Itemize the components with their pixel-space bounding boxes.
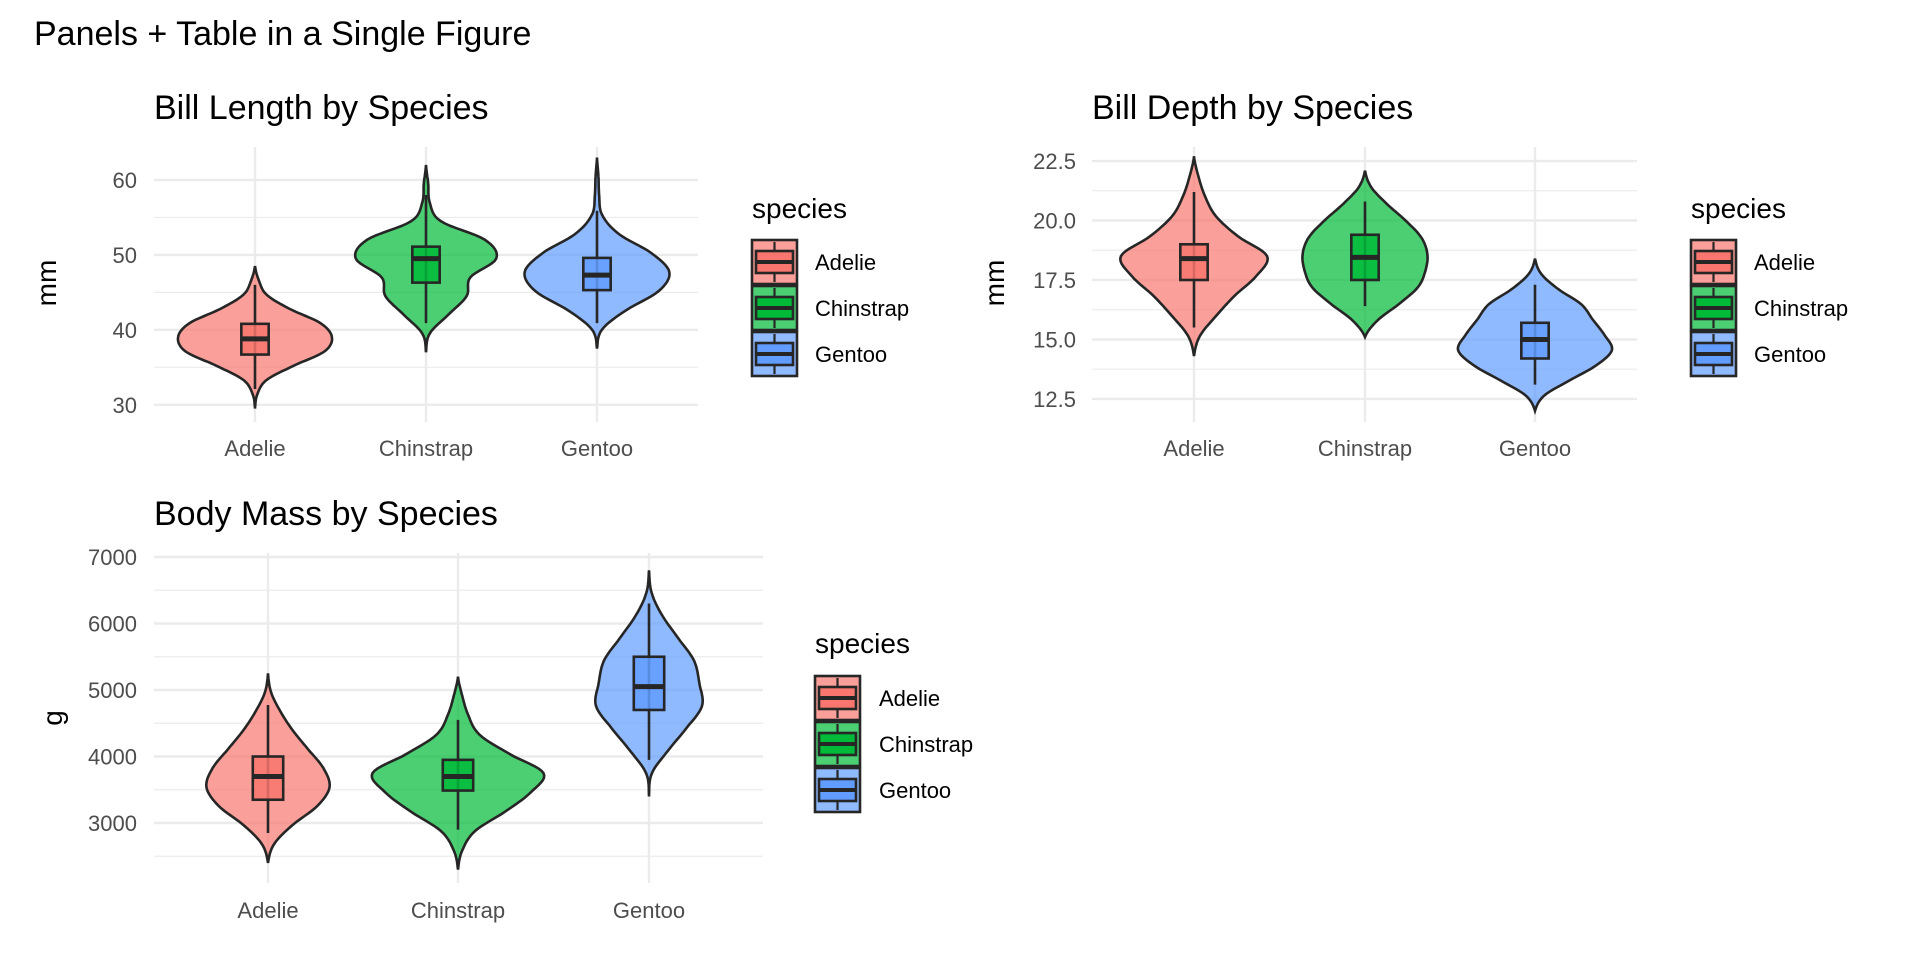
legend: species Adelie Chinstrap Gentoo: [750, 193, 909, 378]
legend-key-adelie: [750, 238, 799, 286]
x-tick-label: Chinstrap: [379, 436, 473, 461]
x-tick-label: Gentoo: [613, 898, 685, 923]
y-tick-label: 7000: [88, 545, 137, 570]
y-tick-label: 4000: [88, 745, 137, 770]
panel-title: Bill Depth by Species: [1092, 89, 1413, 127]
legend-label: Adelie: [815, 250, 876, 275]
box-adelie: [1179, 242, 1209, 282]
legend: species Adelie Chinstrap Gentoo: [1689, 193, 1848, 378]
legend-key-chinstrap: [1689, 284, 1738, 332]
legend-label: Chinstrap: [879, 732, 973, 757]
legend-label: Chinstrap: [815, 296, 909, 321]
legend-key-chinstrap: [750, 284, 799, 332]
legend-label: Adelie: [1754, 250, 1815, 275]
y-tick-label: 22.5: [1033, 149, 1076, 174]
x-tick-label: Adelie: [1163, 436, 1224, 461]
x-tick-label: Adelie: [224, 436, 285, 461]
legend-label: Gentoo: [1754, 342, 1826, 367]
x-tick-label: Adelie: [237, 898, 298, 923]
x-tick-label: Chinstrap: [411, 898, 505, 923]
panel-title: Body Mass by Species: [154, 495, 498, 533]
figure-title: Panels + Table in a Single Figure: [34, 15, 531, 53]
y-tick-label: 3000: [88, 811, 137, 836]
legend-key-gentoo: [813, 766, 862, 814]
legend-title: species: [815, 628, 910, 659]
y-tick-label: 60: [113, 168, 137, 193]
y-tick-label: 6000: [88, 611, 137, 636]
y-tick-label: 17.5: [1033, 268, 1076, 293]
y-axis-label: mm: [31, 260, 62, 307]
y-tick-label: 20.0: [1033, 209, 1076, 234]
panel-2: Bill Depth by Species 12.5 15.0 17.5 20.0 22.…: [979, 89, 1848, 461]
y-tick-label: 30: [113, 393, 137, 418]
panel-1: Bill Length by Species 30 40 50 60 Adelie Chin…: [31, 89, 909, 461]
x-tick-label: Gentoo: [561, 436, 633, 461]
legend-key-gentoo: [1689, 330, 1738, 378]
box-gentoo: [632, 655, 666, 712]
y-axis-label: g: [37, 710, 68, 726]
y-tick-label: 40: [113, 318, 137, 343]
panel-3: Body Mass by Species 3000 4000 5000 6000 7000…: [37, 495, 973, 923]
legend-label: Chinstrap: [1754, 296, 1848, 321]
legend: species Adelie Chinstrap Gentoo: [813, 628, 973, 814]
legend-label: Gentoo: [815, 342, 887, 367]
y-tick-label: 5000: [88, 678, 137, 703]
y-tick-label: 50: [113, 243, 137, 268]
legend-key-adelie: [813, 674, 862, 722]
y-tick-label: 12.5: [1033, 387, 1076, 412]
y-axis-label: mm: [979, 260, 1010, 307]
box-chinstrap: [411, 245, 441, 284]
x-tick-label: Chinstrap: [1318, 436, 1412, 461]
legend-key-gentoo: [750, 330, 799, 378]
legend-title: species: [1691, 193, 1786, 224]
x-tick-label: Gentoo: [1499, 436, 1571, 461]
legend-title: species: [752, 193, 847, 224]
legend-label: Gentoo: [879, 778, 951, 803]
panel-title: Bill Length by Species: [154, 89, 489, 127]
legend-key-chinstrap: [813, 720, 862, 768]
legend-key-adelie: [1689, 238, 1738, 286]
y-tick-label: 15.0: [1033, 327, 1076, 352]
legend-label: Adelie: [879, 686, 940, 711]
